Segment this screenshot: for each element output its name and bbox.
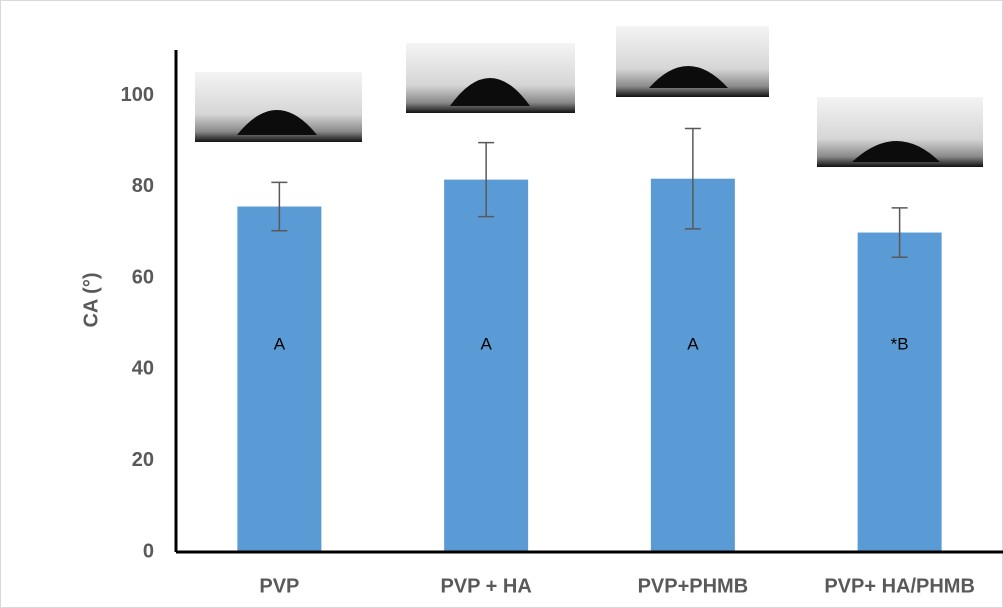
x-tick-label: PVP (259, 575, 299, 597)
x-tick-label: PVP+ HA/PHMB (824, 575, 975, 597)
droplet-image (817, 97, 983, 167)
droplet-image (195, 72, 362, 142)
bar (237, 207, 321, 552)
bar-annotation: *B (891, 334, 909, 353)
droplet-image (406, 43, 575, 113)
bar-annotation: A (480, 334, 492, 353)
y-tick-label: 0 (143, 540, 154, 562)
y-tick-label: 40 (132, 358, 154, 380)
y-tick-label: 80 (132, 175, 154, 197)
bar (444, 180, 528, 552)
bar (858, 233, 942, 552)
bar-annotation: A (687, 334, 699, 353)
x-tick-label: PVP+PHMB (638, 575, 749, 597)
x-tick-label: PVP + HA (440, 575, 531, 597)
bar-annotation: A (274, 334, 286, 353)
y-tick-label: 60 (132, 266, 154, 288)
y-tick-label: 100 (121, 84, 154, 106)
droplet-image (616, 26, 769, 97)
chart: CA (°) 0 20 40 60 80 100 PVP A PVP + HA A PVP+PHMB… (0, 0, 1003, 608)
y-axis-label: CA (°) (80, 272, 102, 327)
y-tick-label: 20 (132, 449, 154, 471)
bar (651, 179, 735, 552)
